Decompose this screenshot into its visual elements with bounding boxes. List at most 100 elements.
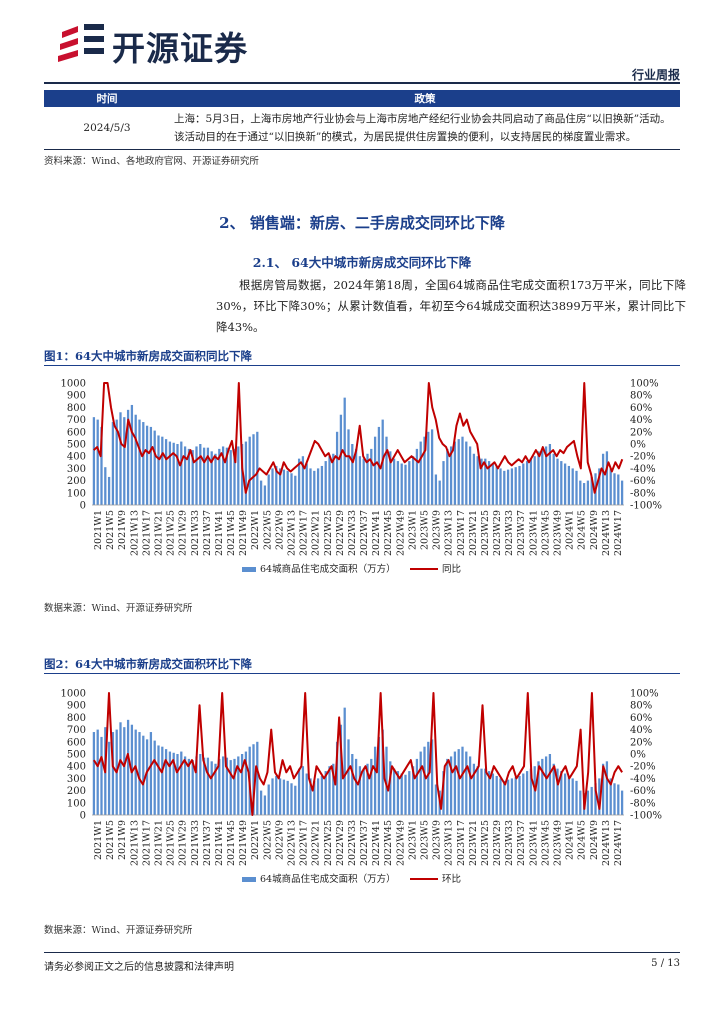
chart-bar [191,450,194,505]
chart-bar [411,766,415,815]
x-tick-label: 2022W21 [311,820,322,866]
chart-bar [202,757,206,815]
chart-bar [240,754,244,815]
chart-bar [465,751,468,815]
chart-bar [358,456,362,505]
chart-bar [237,756,240,815]
chart-bar [575,470,578,505]
chart-bar [389,451,392,505]
chart-bar [115,419,118,505]
chart-bar [275,465,278,505]
chart-bar [518,465,521,505]
chart-bar [134,414,137,505]
chart-bar [107,476,111,505]
figure-2-chart: 10009008007006005004003002001000100%80%6… [61,689,662,886]
chart-bar [579,790,582,815]
chart-bar [590,786,593,815]
chart-bar [415,448,419,505]
chart-bar [107,741,111,815]
chart-bar [419,751,422,815]
y-right-tick-label: 40% [630,725,652,736]
x-tick-label: 2024W17 [613,820,624,866]
chart-bar [465,441,468,505]
chart-bar [347,739,350,815]
chart-bar [468,446,472,505]
chart-bar [96,419,99,505]
chart-bar [434,784,438,815]
chart-bar [598,778,601,815]
y-left-tick-label: 500 [67,440,86,451]
chart-bar [620,480,624,505]
chart-bar [487,771,491,815]
chart-bar [613,783,616,815]
header-divider [44,82,680,84]
chart-bar [529,768,533,815]
x-tick-label: 2021W5 [105,510,116,550]
chart-bar [187,448,191,505]
chart-bar [229,450,232,505]
x-tick-label: 2023W45 [540,510,551,556]
chart-bar [206,757,210,815]
chart-bar [373,436,377,505]
y-right-tick-label: 0% [630,440,646,451]
footer-disclaimer: 请务必参阅正文之后的信息披露和法律声明 [44,962,234,973]
subsection-heading: 2.1、 64大中城市新房成交同环比下降 [252,255,472,270]
chart-bar [522,463,525,505]
chart-bar [537,451,540,505]
chart-bar [461,746,464,815]
chart-bar [620,790,624,815]
chart-bar [541,448,544,505]
chart-bar [263,795,267,815]
chart-bar [183,756,187,815]
chart-bar [100,426,103,505]
x-tick-label: 2022W25 [323,510,334,556]
y-left-tick-label: 300 [67,774,86,785]
chart-bar [252,434,255,505]
chart-bar [575,780,578,815]
y-right-tick-label: -100% [630,811,662,822]
chart-bar [111,422,115,505]
chart-bar [305,463,308,505]
chart-bar [343,397,346,505]
chart-bar [491,773,495,815]
chart-bar [335,741,339,815]
y-left-tick-label: 900 [67,391,86,402]
chart-bar [100,736,103,815]
chart-bar [510,778,514,815]
y-right-tick-label: -20% [630,762,656,773]
y-right-tick-label: 80% [630,391,652,402]
chart-bar [142,735,145,815]
x-tick-label: 2023W5 [420,820,431,860]
page-number: 5 / 13 [651,958,680,969]
chart-bar [404,774,407,815]
x-tick-label: 2024W5 [577,820,588,860]
chart-bar [176,754,179,815]
chart-bar [233,448,236,505]
chart-bar [252,744,255,815]
chart-bar [598,468,601,505]
chart-bar [294,785,297,815]
doc-type-label: 行业周报 [631,68,680,82]
chart-bar [446,448,449,505]
chart-bar [256,431,259,505]
x-tick-label: 2021W17 [141,510,152,556]
x-tick-label: 2023W25 [480,510,491,556]
chart-bar [195,756,198,815]
chart-bar [195,446,198,505]
chart-bar [225,447,229,505]
chart-bar [605,451,609,505]
chart-bar [267,474,270,505]
figure-1-chart: 10009008007006005004003002001000100%80%6… [61,379,662,576]
chart-bar [370,758,373,815]
chart-bar [404,464,407,505]
chart-bar [164,749,168,815]
chart-bar [396,461,400,505]
chart-bar [134,729,137,815]
chart-bar [343,707,346,815]
x-tick-label: 2022W25 [323,820,334,866]
x-tick-label: 2021W49 [238,820,249,866]
chart-bar [392,768,396,815]
x-tick-label: 2022W29 [335,820,346,866]
chart-bar [366,763,369,815]
chart-line-series [93,382,624,494]
